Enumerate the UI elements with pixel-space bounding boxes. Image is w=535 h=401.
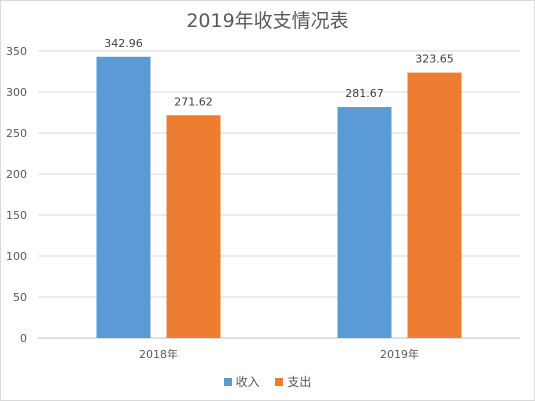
y-tick-label: 150 — [6, 209, 27, 222]
bar-2019年-支出 — [407, 72, 462, 339]
legend-item-income: 收入 — [223, 373, 260, 390]
y-tick-label: 250 — [6, 127, 27, 140]
y-tick-label: 300 — [6, 86, 27, 99]
x-tick-label: 2019年 — [380, 347, 419, 361]
x-tick-label: 2018年 — [139, 347, 178, 361]
legend-label-expense: 支出 — [287, 375, 312, 389]
y-tick-label: 0 — [20, 332, 27, 345]
y-tick-label: 50 — [13, 291, 27, 304]
bar-2018年-支出 — [166, 115, 221, 338]
data-label: 271.62 — [174, 95, 213, 108]
legend-item-expense: 支出 — [275, 373, 311, 390]
data-label: 281.67 — [345, 87, 384, 100]
bars — [96, 56, 462, 339]
x-axis: 2018年 2019年 — [139, 347, 419, 361]
legend: 收入 支出 — [0, 373, 535, 390]
y-tick-label: 350 — [6, 45, 27, 58]
bar-2018年-收入 — [96, 56, 151, 339]
bar-2019年-收入 — [337, 107, 392, 338]
legend-swatch-expense — [275, 377, 284, 386]
legend-label-income: 收入 — [235, 375, 260, 389]
legend-swatch-income — [223, 377, 232, 386]
y-tick-label: 100 — [6, 250, 27, 263]
chart-title: 2019年收支情况表 — [186, 10, 349, 32]
data-label: 323.65 — [415, 53, 454, 66]
y-tick-label: 200 — [6, 168, 27, 181]
data-label: 342.96 — [104, 37, 143, 50]
data-labels: 342.96 271.62 281.67 323.65 — [104, 37, 454, 108]
y-axis: 0 50 100 150 200 250 300 350 — [6, 45, 27, 345]
